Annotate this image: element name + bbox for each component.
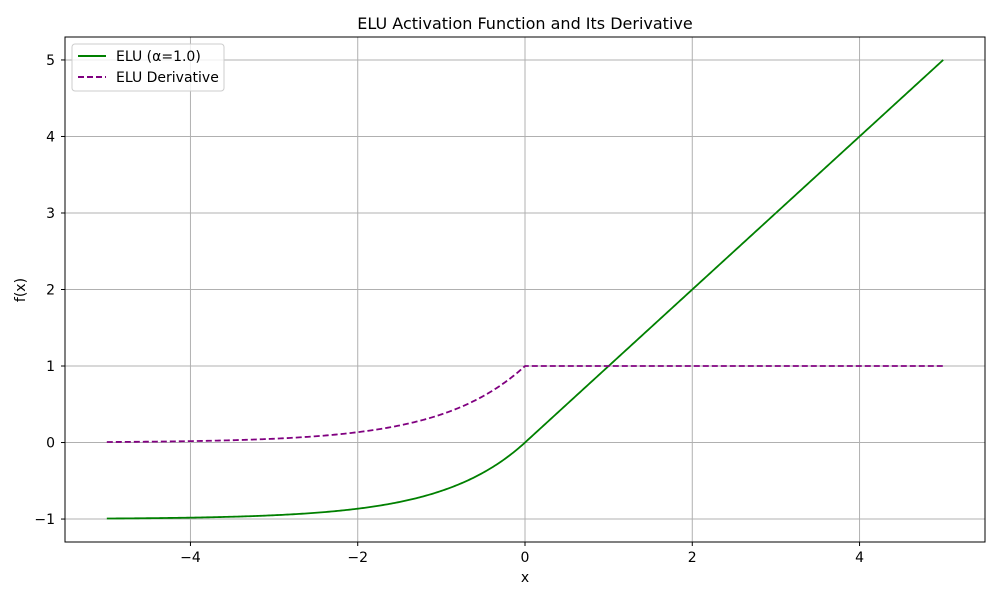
x-tick-label: 4 [855,550,864,566]
x-axis-label: x [521,570,529,586]
elu-line [106,59,944,520]
x-tick-label: −4 [180,550,201,566]
y-tick-label: 4 [46,129,55,145]
x-tick-label: 2 [688,550,697,566]
elu-derivative-line [106,365,944,443]
series-layer [106,59,944,520]
y-tick-label: 0 [46,436,55,452]
y-tick-label: 3 [46,206,55,222]
x-tick-label: 0 [521,550,530,566]
y-axis-ticks: −1 0 1 2 3 4 5 [34,53,65,528]
y-axis-label: f(x) [13,278,29,302]
y-tick-label: 5 [46,53,55,69]
legend: ELU (α=1.0) ELU Derivative [71,43,225,92]
chart-title: ELU Activation Function and Its Derivati… [357,14,692,33]
y-tick-label: 2 [46,283,55,299]
legend-label-derivative: ELU Derivative [116,70,219,86]
x-tick-label: −2 [347,550,368,566]
y-tick-label: −1 [34,512,55,528]
x-axis-ticks: −4 −2 0 2 4 [180,542,864,566]
legend-box [71,43,225,92]
plot-area [64,36,986,543]
legend-label-elu: ELU (α=1.0) [116,49,201,65]
y-tick-label: 1 [46,359,55,375]
